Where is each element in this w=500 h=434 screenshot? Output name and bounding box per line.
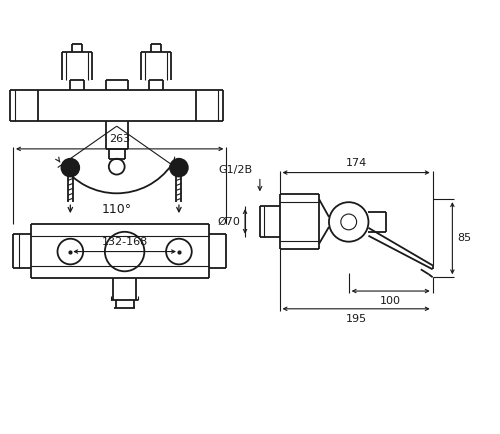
- Text: 110°: 110°: [102, 203, 132, 216]
- Text: Ø70: Ø70: [218, 217, 240, 227]
- Text: 85: 85: [458, 233, 471, 243]
- Text: 132-168: 132-168: [102, 237, 148, 247]
- Text: 263: 263: [109, 134, 130, 144]
- Circle shape: [62, 159, 79, 177]
- Circle shape: [170, 159, 188, 177]
- Text: 195: 195: [346, 314, 366, 324]
- Text: 100: 100: [380, 296, 401, 306]
- Text: 174: 174: [346, 158, 366, 168]
- Text: G1/2B: G1/2B: [218, 164, 252, 174]
